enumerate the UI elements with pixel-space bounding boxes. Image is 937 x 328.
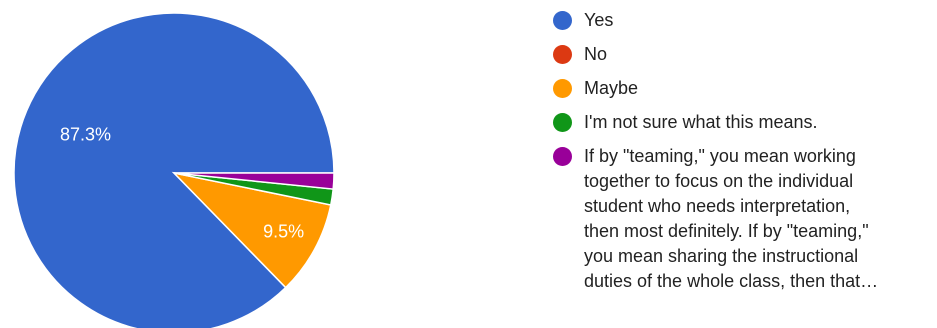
pie-slices xyxy=(13,12,335,328)
pie-slice-if-by-teaming-you-mean-w[interactable] xyxy=(173,172,335,190)
legend-swatch-icon xyxy=(553,113,572,132)
legend-label: together to focus on the individual xyxy=(584,171,854,191)
legend-label: then most definitely. If by "teaming," xyxy=(584,221,869,241)
slice-label-yes: 87.3% xyxy=(60,124,111,144)
legend-label: No xyxy=(584,44,608,64)
chart-legend: Yes No Maybe I'm not sure what this means. I… xyxy=(553,8,933,303)
pie-slice-labels: 87.3% 9.5% xyxy=(60,124,304,241)
legend-swatch-icon xyxy=(553,79,572,98)
legend-label: If by "teaming," you mean working xyxy=(584,146,856,166)
legend-label: Yes xyxy=(584,10,614,30)
legend-swatch-icon xyxy=(553,147,572,166)
pie-slice-yes[interactable] xyxy=(13,12,335,328)
legend-item-no[interactable]: No xyxy=(553,42,933,67)
slice-label-maybe: 9.5% xyxy=(263,222,304,242)
legend-swatch-icon xyxy=(553,11,572,30)
legend-label: I'm not sure what this means. xyxy=(584,112,818,132)
legend-item-yes[interactable]: Yes xyxy=(553,8,933,33)
legend-item-maybe[interactable]: Maybe xyxy=(553,76,933,101)
legend-label: Maybe xyxy=(584,78,639,98)
pie-slice-maybe[interactable] xyxy=(171,171,332,289)
legend-item-if-by-teaming-you-mean-w[interactable]: If by "teaming," you mean working togethe… xyxy=(553,144,933,294)
legend-item-i-m-not-sure-what-this-m[interactable]: I'm not sure what this means. xyxy=(553,110,933,135)
legend-label: duties of the whole class, then that… xyxy=(584,271,879,291)
legend-label: student who needs interpretation, xyxy=(584,196,851,216)
legend-label: you mean sharing the instructional xyxy=(584,246,859,266)
legend-swatch-icon xyxy=(553,45,572,64)
